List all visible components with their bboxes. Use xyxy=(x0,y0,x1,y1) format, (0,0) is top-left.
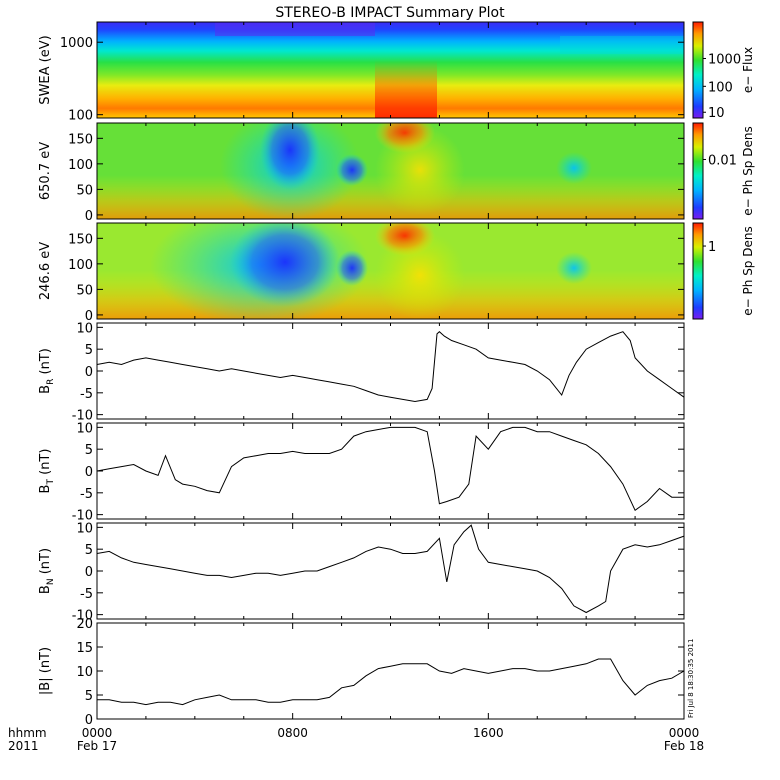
line-panel-frame xyxy=(96,322,685,420)
field-ylabel: BN (nT) xyxy=(38,548,56,594)
time-tick-label: 0000 xyxy=(669,726,700,740)
field-trace-line xyxy=(97,658,685,706)
colorbar-tick-label: 100 xyxy=(708,80,733,95)
y-tick-label: 0 xyxy=(85,465,93,480)
colorbar xyxy=(692,21,704,119)
pad650-yellow-region xyxy=(375,125,465,215)
pitch-angle-246-spectrogram xyxy=(97,223,684,319)
y-tick-label: 0 xyxy=(85,713,93,728)
pad246-blue-region-b xyxy=(336,250,368,286)
line-panel-frame xyxy=(96,422,685,520)
colorbar-label: e− Ph Sp Dens xyxy=(741,226,755,315)
time-tick-label: 1600 xyxy=(473,726,504,740)
colorbar-tick-label: 10 xyxy=(708,106,725,121)
field-ylabel: BT (nT) xyxy=(38,449,56,494)
y-tick-label: 10 xyxy=(76,521,93,536)
y-tick-label: 100 xyxy=(68,158,93,173)
y-tick-label: 10 xyxy=(76,421,93,436)
pad246-blue-region-a xyxy=(230,223,340,307)
swea-enhancement xyxy=(375,60,437,118)
pitch-angle-650-spectrogram xyxy=(97,123,684,219)
field-trace-line xyxy=(96,524,685,614)
y-tick-label: 15 xyxy=(76,641,93,656)
y-tick-label: 0 xyxy=(85,365,93,380)
colorbar xyxy=(692,222,704,320)
y-tick-label: -10 xyxy=(72,409,93,424)
run-timestamp: Fri Jul 8 18:30:35 2011 xyxy=(687,639,695,718)
y-tick-label: 10 xyxy=(76,321,93,336)
pad650-blue-region-b xyxy=(336,154,368,186)
pad650-cyan-spot xyxy=(556,152,592,184)
field-ylabel: |B| (nT) xyxy=(38,647,53,695)
y-tick-label: 5 xyxy=(85,689,93,704)
time-tick-label: 0800 xyxy=(277,726,308,740)
pad246-yellow-region xyxy=(375,230,465,319)
field-trace-line xyxy=(96,331,685,403)
y-tick-label: 50 xyxy=(76,183,93,198)
colorbar-label: e− Ph Sp Dens xyxy=(741,126,755,215)
y-tick-label: 0 xyxy=(85,565,93,580)
colorbar-tick-label: 1000 xyxy=(708,52,741,67)
field-ylabel: BR (nT) xyxy=(38,348,56,394)
spectrogram-ylabel: SWEA (eV) xyxy=(38,35,53,104)
figure-title: STEREO-B IMPACT Summary Plot xyxy=(275,5,505,21)
swea-high-energy-dropout xyxy=(215,22,375,36)
swea-spectrogram xyxy=(97,22,684,118)
date-tick-label: Feb 18 xyxy=(664,739,704,753)
spectrogram-ylabel: 650.7 eV xyxy=(38,142,53,200)
year-corner-label: 2011 xyxy=(8,739,39,753)
y-tick-label: 10 xyxy=(76,665,93,680)
y-tick-label: -5 xyxy=(80,487,93,502)
colorbar-tick-label: 1 xyxy=(708,240,716,255)
y-tick-label: 150 xyxy=(68,132,93,147)
pad246-cyan-spot xyxy=(556,252,592,284)
field-trace-line xyxy=(96,426,684,512)
y-tick-label: 150 xyxy=(68,232,93,247)
panel-frames xyxy=(96,21,685,720)
y-tick-label: 100 xyxy=(68,258,93,273)
colorbars: 10 100 1000 e− Flux 0.01 e− Ph Sp Dens 1 e− Ph … xyxy=(692,21,755,320)
y-tick-label: 0 xyxy=(85,309,93,324)
pad650-blue-region-a xyxy=(260,123,320,190)
date-tick-label: Feb 17 xyxy=(77,739,117,753)
time-corner-label: hhmm xyxy=(8,726,47,740)
y-tick-label: 1000 xyxy=(60,36,93,51)
y-tick-label: -10 xyxy=(72,609,93,624)
spectrogram-ylabel: 246.6 eV xyxy=(38,242,53,300)
y-tick-label: 5 xyxy=(85,443,93,458)
y-tick-label: 20 xyxy=(76,617,93,632)
y-tick-label: 0 xyxy=(85,209,93,224)
time-tick-label: 0000 xyxy=(82,726,113,740)
y-tick-label: 50 xyxy=(76,283,93,298)
y-tick-label: 5 xyxy=(85,343,93,358)
y-tick-label: -5 xyxy=(80,587,93,602)
swea-green-band-shift xyxy=(560,36,684,54)
y-tick-label: -5 xyxy=(80,387,93,402)
magnetic-field-traces xyxy=(96,331,685,706)
colorbar-tick-label: 0.01 xyxy=(708,153,737,168)
y-tick-label: -10 xyxy=(72,509,93,524)
colorbar-label: e− Flux xyxy=(741,47,755,93)
y-tick-label: 100 xyxy=(68,109,93,124)
y-tick-label: 5 xyxy=(85,543,93,558)
colorbar xyxy=(692,122,704,220)
line-panel-frame xyxy=(96,622,685,720)
